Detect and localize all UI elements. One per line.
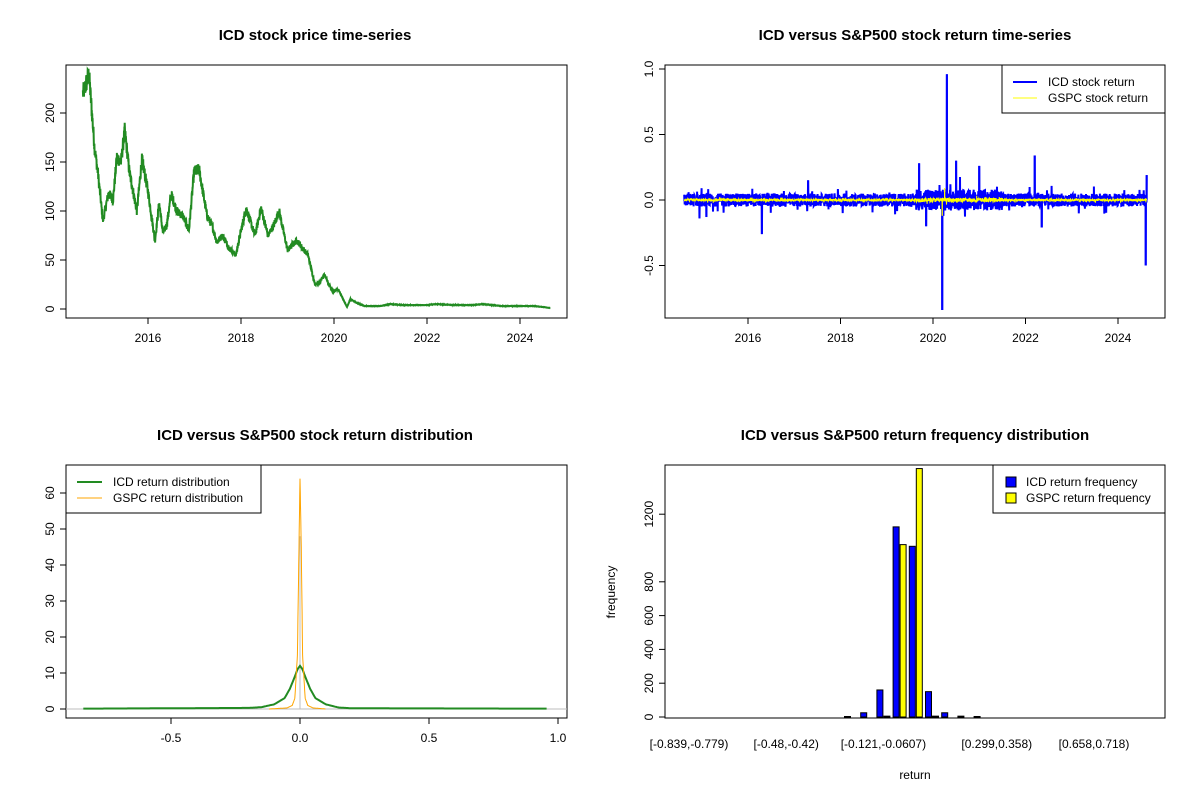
price-line: [81, 66, 551, 310]
legend-label: ICD stock return: [1048, 75, 1135, 89]
legend-swatch-gspc: [1005, 492, 1017, 504]
x-tick-label: 2018: [827, 331, 854, 345]
y-tick-label: 0.5: [642, 126, 656, 143]
x-tick-label: 2016: [135, 331, 162, 345]
x-tick-label: [0.299,0.358): [961, 737, 1032, 751]
x-tick-label: [-0.121,-0.0607): [841, 737, 926, 751]
x-tick-label: 2024: [1105, 331, 1132, 345]
y-tick-label: 50: [43, 522, 57, 536]
y-tick-label: 1.0: [642, 60, 656, 77]
y-tick-label: -0.5: [642, 255, 656, 276]
legend-label: GSPC return frequency: [1026, 491, 1151, 505]
x-tick-label: [-0.839,-0.779): [650, 737, 729, 751]
legend-label: GSPC stock return: [1048, 91, 1148, 105]
gspc-density-line: [269, 478, 326, 710]
y-tick-label: 150: [43, 152, 57, 172]
x-tick-label: 2020: [321, 331, 348, 345]
y-tick-label: 0: [43, 305, 57, 312]
legend: ICD stock return GSPC stock return: [1001, 64, 1166, 114]
icd-bar: [844, 715, 851, 718]
chart-title: ICD stock price time-series: [219, 27, 412, 44]
x-tick-label: [-0.48,-0.42): [754, 737, 819, 751]
y-tick-label: 0: [43, 705, 57, 712]
icd-bar: [925, 691, 932, 718]
y-tick-label: 0: [642, 713, 656, 720]
legend-swatch-icd: [1005, 476, 1017, 488]
gspc-bar: [899, 544, 907, 718]
icd-bar: [860, 712, 868, 718]
x-tick-label: 2022: [414, 331, 441, 345]
x-tick-label: 2016: [735, 331, 762, 345]
legend: ICD return distribution GSPC return dist…: [65, 464, 262, 514]
x-axis-label: return: [899, 768, 930, 782]
panel-price: ICD stock price time-series 2016 2018 2020…: [43, 27, 568, 345]
chart-title: ICD versus S&P500 stock return distribut…: [157, 427, 473, 444]
y-tick-label: 400: [642, 639, 656, 659]
gspc-bar: [915, 468, 923, 718]
panel-returns: ICD versus S&P500 stock return time-seri…: [642, 27, 1166, 345]
x-tick-label: 0.5: [421, 731, 438, 745]
plot-frame: [65, 64, 568, 319]
icd-bar: [892, 526, 900, 718]
icd-bar: [908, 545, 916, 718]
y-tick-label: 10: [43, 666, 57, 680]
legend-box: [992, 464, 1166, 514]
y-tick-label: 200: [43, 103, 57, 123]
x-tick-label: -0.5: [161, 731, 182, 745]
y-axis-label: frequency: [604, 566, 618, 619]
x-tick-label: 2022: [1012, 331, 1039, 345]
x-tick-label: 2020: [920, 331, 947, 345]
legend-label: ICD return distribution: [113, 475, 230, 489]
plot-frame: [664, 464, 1166, 719]
chart-title: ICD versus S&P500 stock return time-seri…: [759, 27, 1072, 44]
gspc-bar: [932, 715, 939, 718]
icd-bar: [876, 689, 884, 718]
y-tick-label: 600: [642, 605, 656, 625]
y-tick-label: 30: [43, 594, 57, 608]
x-tick-label: 2018: [228, 331, 255, 345]
x-tick-label: [0.658,0.718): [1059, 737, 1130, 751]
icd-density-line: [83, 664, 547, 710]
plot-frame: [65, 464, 568, 719]
legend-label: ICD return frequency: [1026, 475, 1137, 489]
legend-box: [65, 464, 262, 514]
y-tick-label: 1200: [642, 501, 656, 528]
x-tick-label: 0.0: [292, 731, 309, 745]
y-tick-label: 100: [43, 201, 57, 221]
y-tick-label: 200: [642, 673, 656, 693]
panel-frequency: ICD versus S&P500 return frequency distr…: [604, 427, 1166, 782]
gspc-return-line: [683, 188, 1148, 216]
y-tick-label: 0.0: [642, 191, 656, 208]
icd-bar: [973, 715, 981, 718]
chart-title: ICD versus S&P500 return frequency distr…: [741, 427, 1089, 444]
x-tick-label: 2024: [507, 331, 534, 345]
gspc-bar: [883, 715, 891, 718]
legend-box: [1001, 64, 1166, 114]
icd-bar: [941, 712, 949, 718]
y-tick-label: 40: [43, 558, 57, 572]
y-tick-label: 60: [43, 486, 57, 500]
y-tick-label: 800: [642, 571, 656, 591]
icd-bar: [957, 715, 965, 718]
panel-distribution: ICD versus S&P500 stock return distribut…: [43, 427, 568, 745]
plot-frame: [664, 64, 1166, 319]
y-tick-label: 50: [43, 253, 57, 267]
y-tick-label: 20: [43, 630, 57, 644]
legend-label: GSPC return distribution: [113, 491, 243, 505]
x-tick-label: 1.0: [550, 731, 567, 745]
legend: ICD return frequency GSPC return frequen…: [992, 464, 1166, 514]
